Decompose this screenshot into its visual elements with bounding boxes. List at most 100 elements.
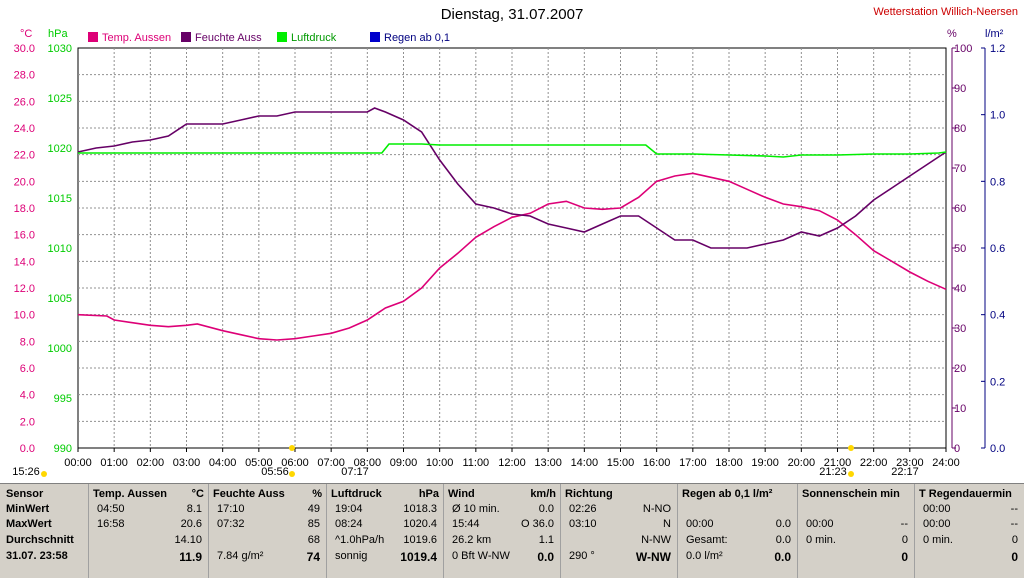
event-time-label: 07:17 xyxy=(341,466,369,478)
legend-swatch xyxy=(181,32,191,42)
temp-tick-label: 0.0 xyxy=(20,443,35,455)
x-tick-label: 00:00 xyxy=(64,457,92,469)
stat-cell-value: 0.0 xyxy=(538,503,554,515)
row-label-current: 31.07. 23:58 xyxy=(6,550,68,562)
humidity-axis-unit: % xyxy=(947,28,957,40)
stat-column: Luftdruck hPa 19:04 1018.3 08:24 1020.4 ^1.0hP… xyxy=(326,484,443,578)
x-tick-label: 03:00 xyxy=(173,457,201,469)
series-line-humidity xyxy=(77,107,947,249)
stat-cell-value: 0 xyxy=(901,534,908,546)
x-tick-label: 15:00 xyxy=(607,457,635,469)
rain-tick-label: 1.0 xyxy=(990,110,1005,122)
stat-row xyxy=(678,503,797,518)
x-tick-label: 08:00 xyxy=(354,457,382,469)
stat-row: N-NW xyxy=(561,534,677,549)
stat-header-label: Feuchte Auss xyxy=(213,488,285,500)
stat-cell-value: 0.0 xyxy=(775,534,791,546)
series-line-temp xyxy=(77,172,947,341)
temp-tick-label: 2.0 xyxy=(20,416,35,428)
stat-row: 00:00 0.0 xyxy=(678,518,797,533)
stat-row: 00:00 -- xyxy=(915,518,1024,533)
stat-cell-value: 1020.4 xyxy=(403,518,437,530)
stat-row: 290 ° W-NW xyxy=(561,550,677,565)
event-time-label: 05:56 xyxy=(261,466,289,478)
rain-tick-label: 0.4 xyxy=(990,310,1005,322)
x-tick-label: 04:00 xyxy=(209,457,237,469)
humidity-tick-label: 0 xyxy=(954,443,960,455)
stat-cell-label: ^1.0hPa/h xyxy=(335,534,385,546)
statistics-panel: Sensor MinWert MaxWert Durchschnitt 31.0… xyxy=(0,483,1024,578)
stat-row: 08:24 1020.4 xyxy=(327,518,443,533)
stat-row: 07:32 85 xyxy=(209,518,326,533)
stat-cell-label: Ø 10 min. xyxy=(452,503,500,515)
legend-label: Feuchte Auss xyxy=(195,32,262,44)
legend-label: Regen ab 0,1 xyxy=(384,32,450,44)
stat-cell-value: 0 xyxy=(1011,534,1018,546)
stat-header-unit: % xyxy=(312,488,322,500)
stat-header-unit: °C xyxy=(191,488,204,500)
stat-header-label: Luftdruck xyxy=(331,488,382,500)
stat-cell-value: 0.0 xyxy=(774,550,791,564)
stat-cell-value: 0 xyxy=(1011,550,1018,564)
pressure-tick-label: 995 xyxy=(54,393,72,405)
stat-row: 0 xyxy=(798,550,914,565)
stat-cell-label: 26.2 km xyxy=(452,534,492,546)
pressure-tick-label: 1005 xyxy=(48,293,72,305)
stat-row: 00:00 -- xyxy=(798,518,914,533)
stat-cell-value: W-NW xyxy=(635,550,671,564)
stat-cell-label: 00:00 xyxy=(686,518,714,530)
rain-tick-label: 0.2 xyxy=(990,376,1005,388)
row-label-sensor: Sensor xyxy=(6,488,44,500)
stat-cell-value: -- xyxy=(1010,503,1018,515)
stat-column-header: Sonnenschein min xyxy=(802,488,910,502)
stat-cell-label: 0 min. xyxy=(806,534,836,546)
stat-row: 00:00 -- xyxy=(915,503,1024,518)
stat-cell-label: 0.0 l/m² xyxy=(686,550,723,562)
row-label-max: MaxWert xyxy=(6,518,52,530)
pressure-tick-label: 1010 xyxy=(48,243,72,255)
pressure-tick-label: 1000 xyxy=(48,343,72,355)
stat-cell-value: 1019.4 xyxy=(400,550,437,564)
stat-header-label: Temp. Aussen xyxy=(93,488,167,500)
stat-column: T Regendauermin 00:00 -- 00:00 -- 0 min. 0 0 xyxy=(914,484,1024,578)
sun-marker-icon xyxy=(848,445,854,451)
sun-marker-icon xyxy=(41,471,47,477)
stat-cell-label: 07:32 xyxy=(217,518,245,530)
temp-tick-label: 20.0 xyxy=(14,176,35,188)
x-tick-label: 11:00 xyxy=(462,457,489,469)
temp-tick-label: 12.0 xyxy=(14,283,35,295)
stat-cell-value: 0.0 xyxy=(775,518,791,530)
stat-column: Richtung 02:26 N-NO 03:10 N N-NW 290 ° W-NW xyxy=(560,484,677,578)
stat-row: 0.0 l/m² 0.0 xyxy=(678,550,797,565)
temp-tick-label: 14.0 xyxy=(14,256,35,268)
x-tick-label: 06:00 xyxy=(281,457,309,469)
stat-cell-value: 11.9 xyxy=(179,550,202,564)
temp-tick-label: 16.0 xyxy=(14,230,35,242)
x-tick-label: 18:00 xyxy=(715,457,743,469)
stat-row: ^1.0hPa/h 1019.6 xyxy=(327,534,443,549)
stat-cell-label: 7.84 g/m² xyxy=(217,550,264,562)
x-tick-label: 16:00 xyxy=(643,457,671,469)
stat-row: 68 xyxy=(209,534,326,549)
stat-cell-value: 0.0 xyxy=(537,550,554,564)
humidity-tick-label: 80 xyxy=(954,123,966,135)
x-tick-label: 24:00 xyxy=(932,457,960,469)
stat-column-header: Temp. Aussen °C xyxy=(93,488,204,502)
stat-cell-label: 0 Bft W-NW xyxy=(452,550,510,562)
stat-column-header: Feuchte Auss% xyxy=(213,488,322,502)
page-title: Dienstag, 31.07.2007 xyxy=(440,6,584,23)
stat-header-label: Wind xyxy=(448,488,475,500)
rain-tick-label: 0.6 xyxy=(990,243,1005,255)
x-tick-label: 10:00 xyxy=(426,457,454,469)
x-tick-label: 17:00 xyxy=(679,457,707,469)
stat-cell-label: 00:00 xyxy=(806,518,834,530)
stat-cell-label: 0 min. xyxy=(923,534,953,546)
humidity-tick-label: 50 xyxy=(954,243,966,255)
stat-cell-label: 02:26 xyxy=(569,503,597,515)
stat-column-header: T Regendauermin xyxy=(919,488,1020,502)
stat-header-label: Richtung xyxy=(565,488,613,500)
legend-swatch xyxy=(88,32,98,42)
stat-cell-label: Gesamt: xyxy=(686,534,728,546)
rain-tick-label: 1.2 xyxy=(990,43,1005,55)
humidity-tick-label: 30 xyxy=(954,323,966,335)
